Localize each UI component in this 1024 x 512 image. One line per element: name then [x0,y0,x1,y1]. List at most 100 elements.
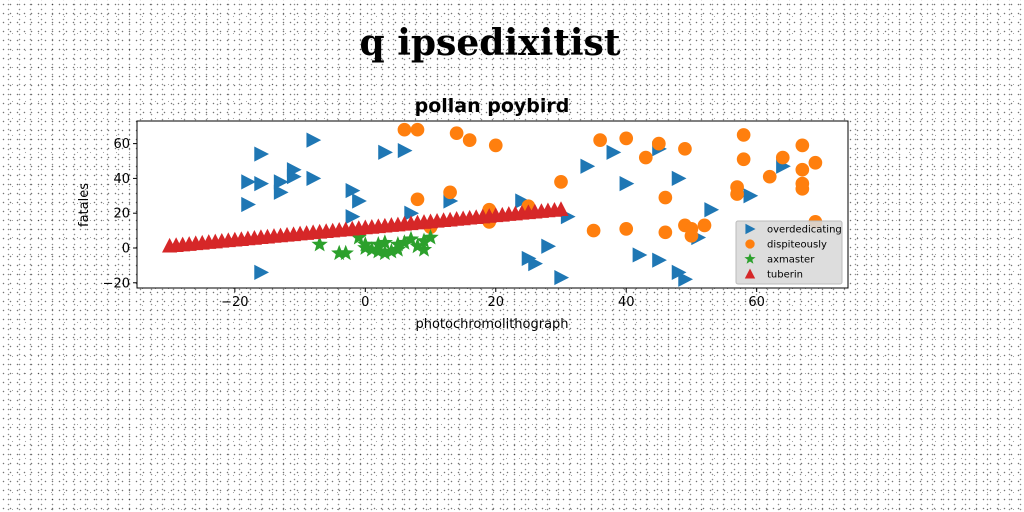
dispiteously-point [410,122,425,137]
overdedicating-point [541,238,557,254]
legend-marker-axmaster [744,253,756,264]
y-axis-label: fatales [77,183,92,227]
dispiteously-point [795,138,810,153]
axmaster-point [389,241,406,257]
axmaster-point [415,232,433,248]
overdedicating-point [273,184,289,200]
dispiteously-point [638,150,653,165]
y-tick-label: 0 [122,241,130,256]
dispiteously-point [697,218,712,233]
dispiteously-point [678,141,692,156]
x-axis-ticks: −20 0 20 40 60 [221,288,765,310]
overdedicating-point [743,188,759,204]
dispiteously-point [554,175,568,189]
overdedicating-point [397,142,413,159]
axmaster-point [422,229,439,245]
overdedicating-point [678,271,694,287]
overdedicating-point [404,205,420,221]
y-tick-label: 20 [113,207,130,222]
dispiteously-point [593,133,607,147]
x-axis-label: photochromolithograph [415,317,568,332]
axmaster-point [331,244,348,261]
dispiteously-point [736,128,751,142]
axmaster-point [383,242,400,259]
dispiteously-point [762,169,777,184]
dispiteously-point [658,190,673,205]
overdedicating-point [254,146,270,162]
overdedicating-point [254,264,270,280]
overdedicating-point [528,256,543,272]
legend-marker-dispiteously [745,239,755,249]
dispiteously-point [651,136,666,151]
overdedicating-point [306,170,322,187]
axmaster-point [376,234,393,250]
axmaster-point [409,237,426,254]
y-axis-ticks: −20 0 20 40 60 [103,137,137,291]
legend-label-tuberin: tuberin [767,270,803,281]
dispiteously-point [736,152,751,167]
legend: overdedicating dispiteously axmaster tuberi… [735,220,843,285]
dispiteously-point [410,192,425,207]
axmaster-point [389,236,406,252]
overdedicating-point [619,176,635,192]
dispiteously-point [658,225,673,240]
dispiteously-point [397,122,412,137]
series-tuberin [162,201,569,253]
y-tick-label: 40 [113,172,130,187]
series-overdedicating [241,132,791,287]
dispiteously-point [775,150,790,165]
dispiteously-point [619,222,634,236]
overdedicating-point [273,174,289,190]
dispiteously-point [684,222,699,236]
overdedicating-point [554,269,570,286]
overdedicating-point [345,209,361,225]
dispiteously-point [449,126,464,141]
overdedicating-point [652,252,667,268]
legend-label-dispiteously: dispiteously [767,240,827,251]
x-tick-label: 40 [618,295,635,310]
axmaster-point [402,230,420,247]
dispiteously-point [619,131,634,146]
x-tick-label: 20 [487,295,504,310]
axmaster-point [311,236,328,252]
overdedicating-point [606,144,622,160]
x-tick-label: 0 [361,295,369,310]
dispiteously-point [586,223,601,238]
plot-area-frame [136,120,849,289]
data-marks [162,122,823,287]
dispiteously-point [795,182,810,196]
dispiteously-point [730,187,744,201]
x-tick-label: 60 [748,295,765,310]
dispiteously-point [795,162,810,177]
dispiteously-point [488,138,503,153]
overdedicating-point [632,247,648,263]
chart-title: pollan poybird [415,95,570,117]
overdedicating-point [580,158,596,174]
overdedicating-point [345,182,361,199]
overdedicating-point [306,132,322,148]
legend-marker-tuberin [744,268,756,279]
series-axmaster [311,229,439,261]
dispiteously-point [443,185,457,200]
overdedicating-point [704,202,720,218]
overdedicating-point [515,193,530,209]
axmaster-point [350,229,367,245]
y-tick-label: 60 [113,137,130,152]
figure-suptitle: q ipsedixitist [359,22,621,64]
dispiteously-point [808,155,823,170]
overdedicating-point [378,144,393,160]
tuberin-point [553,201,569,217]
legend-box [735,220,843,285]
overdedicating-point [241,174,256,190]
legend-marker-overdedicating [745,223,756,235]
legend-label-axmaster: axmaster [767,255,815,266]
axmaster-point [337,244,354,261]
axmaster-point [376,244,393,261]
y-tick-label: −20 [103,276,130,291]
overdedicating-point [286,169,302,185]
dispiteously-point [462,133,477,147]
overdedicating-point [254,176,270,192]
overdedicating-point [241,196,256,213]
x-tick-label: −20 [221,295,248,310]
